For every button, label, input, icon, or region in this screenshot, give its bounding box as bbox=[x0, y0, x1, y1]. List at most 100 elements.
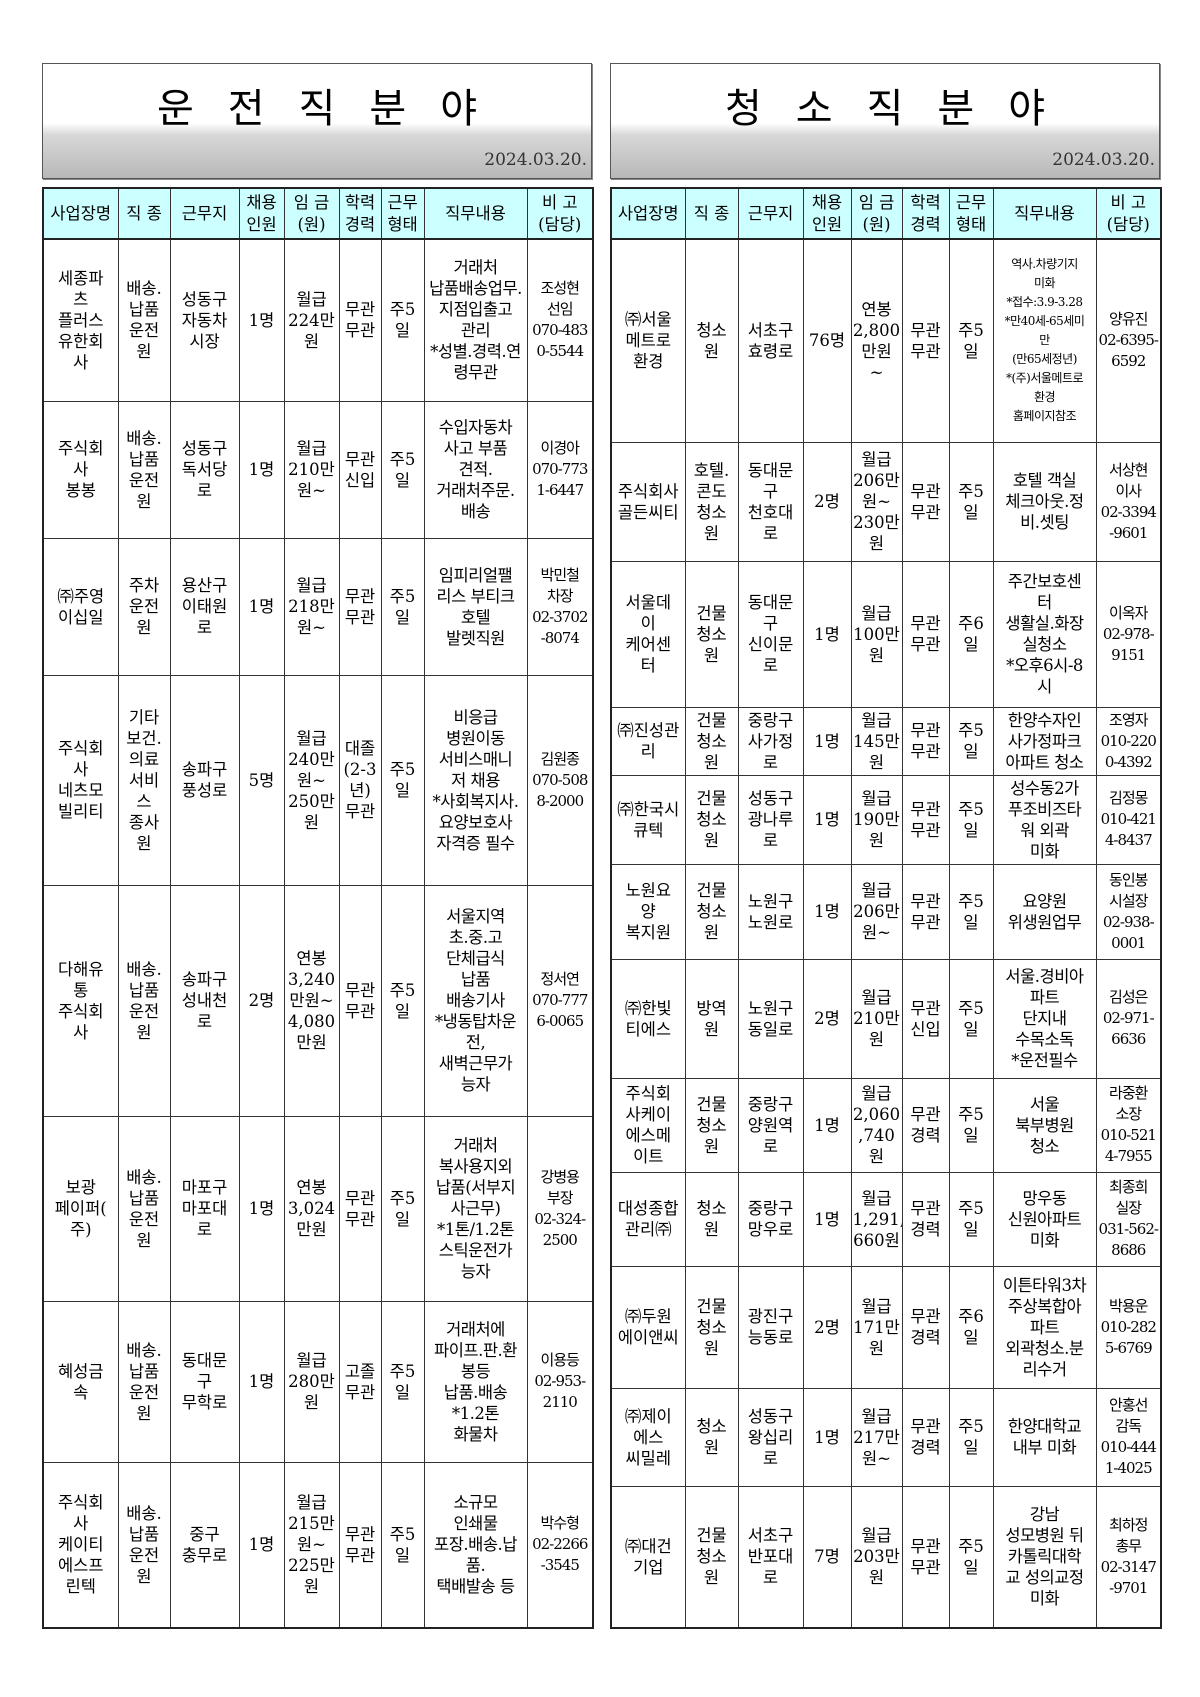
cell-work-type: 주5일 bbox=[380, 1115, 425, 1302]
cell-contact: 이경아 070-773 1-6447 bbox=[526, 400, 594, 539]
cell-contact: 강병용 부장 02-324- 2500 bbox=[526, 1115, 594, 1302]
cell-duties: 호텔 객실 체크아웃.정 비.셋팅 bbox=[992, 441, 1097, 562]
cell-location: 중랑구 망우로 bbox=[737, 1171, 804, 1267]
section-title: 청소직분야 bbox=[725, 86, 1079, 132]
cell-work-type: 주5 일 bbox=[948, 1171, 994, 1267]
table-row: 주식회 사케이 에스메 이트 건물 청소 원 중랑구 양원역 로 1명 월급 2,060… bbox=[610, 1077, 1162, 1173]
cell-job-type: 배송. 납품 운전 원 bbox=[117, 400, 171, 539]
cell-headcount: 1명 bbox=[238, 238, 285, 402]
title-box: 운전직분야 2024.03.20. bbox=[42, 63, 592, 179]
cell-headcount: 1명 bbox=[238, 400, 285, 539]
cell-education-experience: 무관 무관 bbox=[901, 238, 950, 443]
cell-education-experience: 무관 무관 bbox=[338, 537, 382, 676]
cell-location: 서초구 효령로 bbox=[737, 238, 804, 443]
cell-education-experience: 무관 무관 bbox=[338, 884, 382, 1117]
cell-work-type: 주5 일 bbox=[948, 441, 994, 562]
cell-company: ㈜주영 이십일 bbox=[42, 537, 119, 676]
cell-job-type: 배송. 납품 운전 원 bbox=[117, 1461, 171, 1629]
table-row: 혜성금 속 배송. 납품 운전 원 동대문 구 무학로 1명 월급 280만 원 고졸 무… bbox=[42, 1300, 594, 1463]
cell-location: 중랑구 사가정 로 bbox=[737, 706, 804, 776]
cell-location: 성동구 광나루 로 bbox=[737, 774, 804, 865]
table-row: ㈜두원 에이앤씨 건물 청소 원 광진구 능동로 2명 월급 171만 원 무관 경력 주6… bbox=[610, 1265, 1162, 1389]
header-contact: 비 고 (담당) bbox=[526, 187, 594, 240]
header-location: 근무지 bbox=[169, 187, 240, 240]
cell-job-type: 건물 청소 원 bbox=[684, 863, 739, 960]
cell-job-type: 청소 원 bbox=[684, 238, 739, 443]
cell-company: 주식회 사 케이티 에스프 린텍 bbox=[42, 1461, 119, 1629]
cell-contact: 서상현 이사 02-3394 -9601 bbox=[1095, 441, 1162, 562]
cell-wage: 월급 240만 원~ 250만 원 bbox=[283, 674, 340, 886]
cell-contact: 이용등 02-953- 2110 bbox=[526, 1300, 594, 1463]
cell-contact: 박용운 010-282 5-6769 bbox=[1095, 1265, 1162, 1389]
cell-wage: 월급 2,060 ,740 원 bbox=[850, 1077, 903, 1173]
cell-education-experience: 무관 무관 bbox=[338, 1461, 382, 1629]
cell-duties: 거래처에 파이프.판.환 봉등 납품.배송 *1.2톤 화물차 bbox=[423, 1300, 528, 1463]
cell-company: 세종파 츠 플러스 유한회 사 bbox=[42, 238, 119, 402]
cell-job-type: 기타 보건. 의료 서비 스 종사 원 bbox=[117, 674, 171, 886]
cell-company: ㈜한국시 큐텍 bbox=[610, 774, 686, 865]
cell-job-type: 건물 청소 원 bbox=[684, 1485, 739, 1629]
cell-wage: 월급 206만 원~ 230만 원 bbox=[850, 441, 903, 562]
cell-education-experience: 고졸 무관 bbox=[338, 1300, 382, 1463]
cell-duties: 거래처 복사용지외 납품(서부지 사근무) *1톤/1.2톤 스틱운전가 능자 bbox=[423, 1115, 528, 1302]
cell-education-experience: 무관 무관 bbox=[338, 238, 382, 402]
cell-duties: 강남 성모병원 뒤 카톨릭대학 교 성의교정 미화 bbox=[992, 1485, 1097, 1629]
cell-duties: 요양원 위생원업무 bbox=[992, 863, 1097, 960]
header-company: 사업장명 bbox=[610, 187, 686, 240]
section-title: 운전직분야 bbox=[157, 86, 511, 132]
table-row: 주식회 사 케이티 에스프 린텍 배송. 납품 운전 원 중구 충무로 1명 월급 21… bbox=[42, 1461, 594, 1629]
cell-contact: 최하정 총무 02-3147 -9701 bbox=[1095, 1485, 1162, 1629]
cell-duties: 서울 북부병원 청소 bbox=[992, 1077, 1097, 1173]
cell-work-type: 주5일 bbox=[380, 238, 425, 402]
cell-duties: 서울지역 초.중.고 단체급식 납품 배송기사 *냉동탑차운 전, 새벽근무가 … bbox=[423, 884, 528, 1117]
table-row: 주식회사 골든씨티 호텔. 콘도 청소 원 동대문 구 천호대 로 2명 월급 206만… bbox=[610, 441, 1162, 562]
table-row: ㈜대건 기업 건물 청소 원 서초구 반포대 로 7명 월급 203만 원 무관 무관 주5… bbox=[610, 1485, 1162, 1629]
cell-duties: 역사.차량기지 미화 *접수:3.9-3.28 *만40세-65세미 만 (만6… bbox=[992, 238, 1097, 443]
cell-company: 주식회사 골든씨티 bbox=[610, 441, 686, 562]
cell-duties: 거래처 납품배송업무. 지점입출고 관리 *성별.경력.연 령무관 bbox=[423, 238, 528, 402]
table-row: 서울데 이 케어센 터 건물 청소 원 동대문 구 신이문 로 1명 월급 100만 원… bbox=[610, 560, 1162, 708]
cell-wage: 월급 215만 원~ 225만 원 bbox=[283, 1461, 340, 1629]
cell-work-type: 주5 일 bbox=[948, 1485, 994, 1629]
cell-job-type: 배송. 납품 운전 원 bbox=[117, 238, 171, 402]
cell-company: 서울데 이 케어센 터 bbox=[610, 560, 686, 708]
cell-location: 동대문 구 신이문 로 bbox=[737, 560, 804, 708]
cell-wage: 월급 224만 원 bbox=[283, 238, 340, 402]
table-row: ㈜한빛 티에스 방역 원 노원구 동일로 2명 월급 210만 원 무관 신입 주5 일 서울… bbox=[610, 958, 1162, 1079]
cell-headcount: 7명 bbox=[802, 1485, 852, 1629]
cell-wage: 월급 1,291, 660원 bbox=[850, 1171, 903, 1267]
cell-education-experience: 무관 무관 bbox=[901, 774, 950, 865]
cell-headcount: 1명 bbox=[802, 1171, 852, 1267]
cell-location: 동대문 구 무학로 bbox=[169, 1300, 240, 1463]
header-row: 사업장명 직 종 근무지 채용 인원 임 금 (원) 학력 경력 근무 형태 직무내용 비 고 … bbox=[610, 187, 1162, 240]
cell-headcount: 1명 bbox=[802, 1077, 852, 1173]
table-row: 대성종합 관리㈜ 청소 원 중랑구 망우로 1명 월급 1,291, 660원 무관 경력… bbox=[610, 1171, 1162, 1267]
table-row: ㈜서울 메트로 환경 청소 원 서초구 효령로 76명 연봉 2,800 만원 ~ 무관 … bbox=[610, 238, 1162, 443]
cell-work-type: 주5일 bbox=[380, 400, 425, 539]
header-row: 사업장명 직 종 근무지 채용 인원 임 금 (원) 학력 경력 근무 형태 직무내용 비 고 … bbox=[42, 187, 594, 240]
cell-headcount: 1명 bbox=[802, 774, 852, 865]
cell-job-type: 건물 청소 원 bbox=[684, 1077, 739, 1173]
cell-job-type: 건물 청소 원 bbox=[684, 560, 739, 708]
cell-location: 중랑구 양원역 로 bbox=[737, 1077, 804, 1173]
cell-contact: 안홍선 감독 010-444 1-4025 bbox=[1095, 1387, 1162, 1487]
table-row: 보광 페이퍼( 주) 배송. 납품 운전 원 마포구 마포대 로 1명 연봉 3,024… bbox=[42, 1115, 594, 1302]
cell-duties: 서울.경비아 파트 단지내 수목소독 *운전필수 bbox=[992, 958, 1097, 1079]
cell-company: ㈜서울 메트로 환경 bbox=[610, 238, 686, 443]
table-row: 다해유 통 주식회 사 배송. 납품 운전 원 송파구 성내천 로 2명 연봉 3,24… bbox=[42, 884, 594, 1117]
cell-wage: 연봉 2,800 만원 ~ bbox=[850, 238, 903, 443]
cell-education-experience: 무관 무관 bbox=[901, 441, 950, 562]
job-table: 사업장명 직 종 근무지 채용 인원 임 금 (원) 학력 경력 근무 형태 직무내용 비 고 … bbox=[610, 187, 1162, 1629]
cell-work-type: 주6 일 bbox=[948, 560, 994, 708]
header-job-type: 직 종 bbox=[117, 187, 171, 240]
cell-headcount: 2명 bbox=[802, 958, 852, 1079]
header-job-type: 직 종 bbox=[684, 187, 739, 240]
cell-company: 주식회 사 네츠모 빌리티 bbox=[42, 674, 119, 886]
title-box: 청소직분야 2024.03.20. bbox=[610, 63, 1160, 179]
cell-work-type: 주5 일 bbox=[948, 863, 994, 960]
cell-location: 노원구 동일로 bbox=[737, 958, 804, 1079]
header-headcount: 채용 인원 bbox=[238, 187, 285, 240]
table-row: ㈜한국시 큐텍 건물 청소 원 성동구 광나루 로 1명 월급 190만 원 무관 무관 주… bbox=[610, 774, 1162, 865]
cell-company: ㈜대건 기업 bbox=[610, 1485, 686, 1629]
cell-duties: 비응급 병원이동 서비스매니 저 채용 *사회복지사. 요양보호사 자격증 필수 bbox=[423, 674, 528, 886]
